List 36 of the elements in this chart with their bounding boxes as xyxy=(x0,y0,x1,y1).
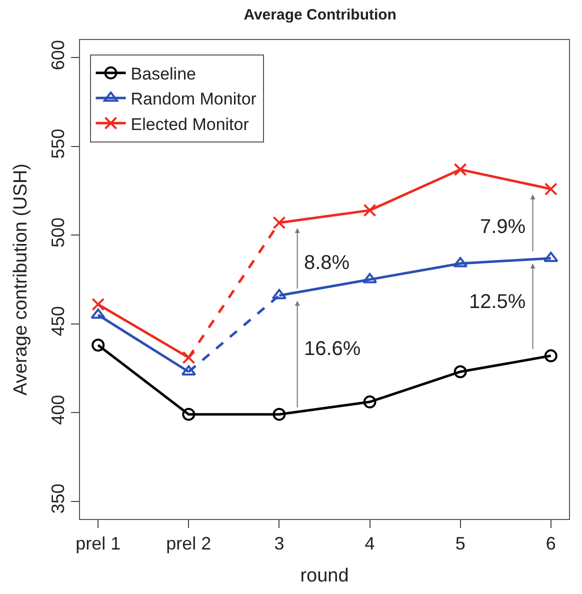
y-tick-label: 400 xyxy=(48,394,68,425)
point xyxy=(363,395,376,408)
annotation: 16.6% xyxy=(304,338,361,360)
legend-label: Random Monitor xyxy=(130,90,257,109)
point xyxy=(544,349,558,362)
y-tick-label: 600 xyxy=(48,40,68,70)
point xyxy=(544,182,558,196)
legend-label: Elected Monitor xyxy=(130,114,250,134)
x-tick-label: prel 2 xyxy=(166,534,212,554)
annotation: 8.8% xyxy=(304,252,350,274)
x-tick-label: 3 xyxy=(274,534,284,554)
y-tick-label: 350 xyxy=(48,484,68,514)
annotation: 12.5% xyxy=(469,291,526,313)
point xyxy=(454,163,467,176)
x-tick-label: 5 xyxy=(455,534,466,554)
point xyxy=(454,365,467,378)
x-tick-label: prel 1 xyxy=(76,534,121,554)
annotation: 7.9% xyxy=(480,216,526,238)
point xyxy=(272,216,286,230)
x-tick-label: 4 xyxy=(364,534,375,554)
y-axis-title: Average contribution (USH) xyxy=(10,164,32,396)
legend-label: Baseline xyxy=(130,64,196,84)
y-tick-label: 550 xyxy=(48,128,68,159)
point xyxy=(272,288,287,300)
point xyxy=(182,351,196,364)
point xyxy=(182,408,196,421)
point xyxy=(272,408,286,421)
y-tick-label: 500 xyxy=(48,217,68,248)
x-axis-title: round xyxy=(300,565,349,586)
point xyxy=(92,338,105,352)
point xyxy=(363,204,376,217)
x-tick-label: 6 xyxy=(546,534,556,554)
y-tick-label: 450 xyxy=(48,306,68,336)
chart-title: Average Contribution xyxy=(244,6,396,24)
point xyxy=(92,298,105,311)
point xyxy=(544,252,558,262)
